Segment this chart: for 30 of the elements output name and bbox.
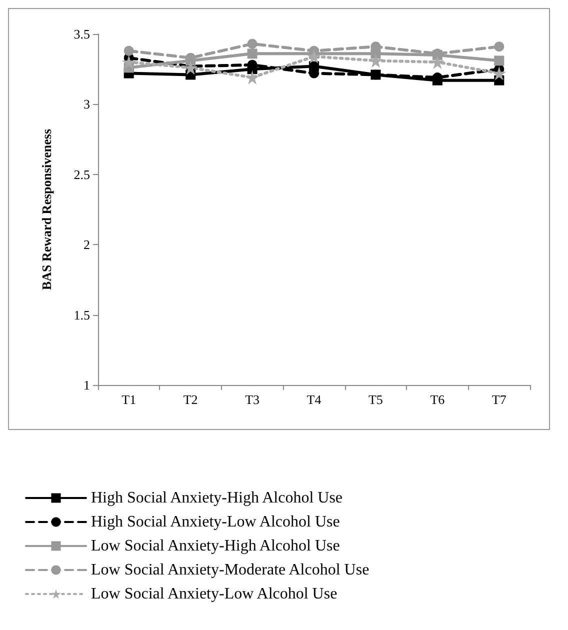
point (492, 66, 506, 80)
x-tick-label: T6 (430, 392, 446, 407)
x-tick-label: T3 (245, 392, 260, 407)
y-tick-label: 3 (84, 96, 90, 112)
point (494, 56, 504, 66)
point (245, 70, 260, 85)
legend-label: High Social Anxiety-Low Alcohol Use (91, 514, 340, 530)
x-tick-label: T4 (306, 392, 322, 407)
point (307, 49, 321, 64)
legend-label: Low Social Anxiety-High Alcohol Use (91, 538, 340, 554)
x-tick-label: T5 (368, 392, 383, 407)
legend-label: Low Social Anxiety-Low Alcohol Use (91, 586, 338, 602)
legend-label: High Social Anxiety-High Alcohol Use (91, 490, 343, 506)
y-tick-label: 1.5 (74, 307, 90, 322)
y-axis-title: BAS Reward Responsiveness (39, 128, 54, 290)
y-tick-label: 2 (84, 237, 90, 252)
point (122, 55, 136, 70)
point (494, 42, 504, 52)
point (184, 60, 198, 75)
x-tick-label: T2 (183, 392, 198, 407)
point (247, 38, 258, 49)
y-tick-label: 2.5 (74, 166, 90, 182)
x-tick-label: T1 (122, 392, 136, 407)
point (247, 48, 258, 59)
point (124, 46, 134, 56)
point (368, 54, 383, 68)
legend-label: Low Social Anxiety-Moderate Alcohol Use (91, 562, 370, 578)
x-tick-label: T7 (492, 392, 507, 407)
y-tick-label: 1 (84, 378, 90, 392)
y-tick-label: 3.5 (74, 26, 90, 42)
